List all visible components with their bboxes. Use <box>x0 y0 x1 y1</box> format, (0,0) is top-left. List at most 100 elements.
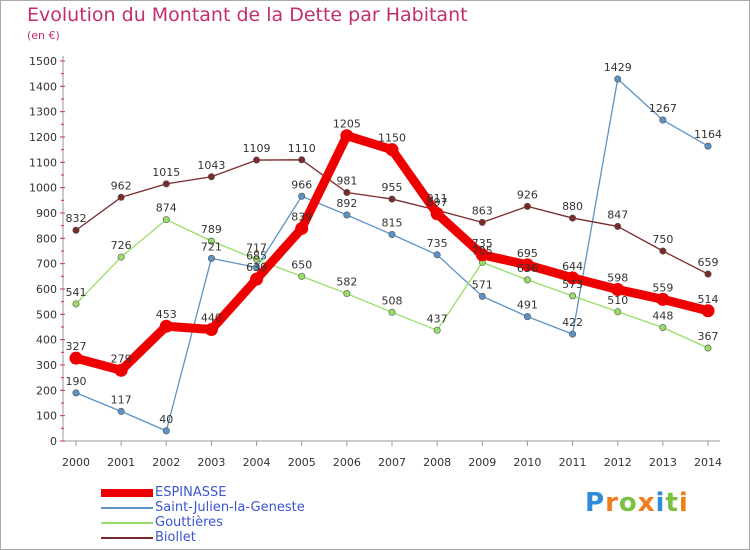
legend-label: Biollet <box>155 530 196 545</box>
data-label-1: 892 <box>336 197 357 210</box>
x-tick-label: 2012 <box>604 456 632 469</box>
x-tick-label: 2001 <box>107 456 135 469</box>
data-label-0: 440 <box>201 312 222 325</box>
series-point-2 <box>704 344 712 352</box>
series-point-1 <box>614 75 622 83</box>
data-label-0: 639 <box>246 261 267 274</box>
data-label-0: 1205 <box>333 118 361 131</box>
legend-item: Saint-Julien-la-Geneste <box>101 500 305 515</box>
series-point-0 <box>295 221 309 235</box>
series-point-0 <box>69 351 83 365</box>
series-point-0 <box>611 283 625 297</box>
series-point-0 <box>204 323 218 337</box>
data-label-3: 911 <box>427 192 448 205</box>
series-point-2 <box>433 326 441 334</box>
legend-swatch <box>101 536 153 539</box>
x-tick-label: 2007 <box>378 456 406 469</box>
x-tick-label: 2004 <box>243 456 271 469</box>
series-point-3 <box>207 173 215 181</box>
x-tick-label: 2011 <box>559 456 587 469</box>
series-point-1 <box>433 251 441 259</box>
data-label-2: 636 <box>517 262 538 275</box>
data-label-2: 789 <box>201 223 222 236</box>
data-label-2: 448 <box>652 310 673 323</box>
data-label-0: 695 <box>517 247 538 260</box>
series-point-0 <box>656 292 670 306</box>
series-point-3 <box>614 222 622 230</box>
data-label-1: 721 <box>201 240 222 253</box>
series-point-2 <box>298 272 306 280</box>
series-point-3 <box>343 188 351 196</box>
data-label-1: 735 <box>427 237 448 250</box>
logo-letter: o <box>618 488 638 518</box>
data-label-2: 717 <box>246 241 267 254</box>
data-label-3: 659 <box>698 256 719 269</box>
series-point-1 <box>162 427 170 435</box>
series-point-0 <box>340 129 354 143</box>
series-point-1 <box>253 263 261 271</box>
series-point-3 <box>478 218 486 226</box>
data-label-1: 40 <box>159 413 173 426</box>
series-point-0 <box>520 258 534 272</box>
data-label-2: 367 <box>698 330 719 343</box>
data-label-3: 750 <box>652 233 673 246</box>
series-point-1 <box>343 211 351 219</box>
legend-label: Gouttières <box>155 515 223 530</box>
data-label-2: 874 <box>156 202 177 215</box>
series-point-2 <box>388 308 396 316</box>
y-tick-label: 1300 <box>29 106 57 119</box>
series-point-0 <box>430 207 444 221</box>
data-label-0: 598 <box>607 272 628 285</box>
y-tick-label: 400 <box>36 334 57 347</box>
data-label-0: 559 <box>652 281 673 294</box>
series-point-0 <box>475 248 489 262</box>
chart-unit: (en €) <box>27 29 60 42</box>
legend-item: ESPINASSE <box>101 485 305 500</box>
x-tick-label: 2005 <box>288 456 316 469</box>
data-label-0: 279 <box>111 352 132 365</box>
x-tick-label: 2010 <box>513 456 541 469</box>
series-point-3 <box>659 247 667 255</box>
y-tick-label: 500 <box>36 308 57 321</box>
series-point-2 <box>207 237 215 245</box>
data-label-3: 1015 <box>152 166 180 179</box>
data-label-0: 1150 <box>378 132 406 145</box>
data-label-0: 735 <box>472 237 493 250</box>
y-tick-label: 600 <box>36 283 57 296</box>
data-label-3: 863 <box>472 204 493 217</box>
y-tick-label: 1100 <box>29 156 57 169</box>
series-point-3 <box>523 202 531 210</box>
data-label-3: 962 <box>111 179 132 192</box>
x-tick-label: 2008 <box>423 456 451 469</box>
legend-label: ESPINASSE <box>155 485 227 500</box>
data-label-2: 650 <box>291 258 312 271</box>
series-point-1 <box>478 292 486 300</box>
proxiti-logo: Proxiti <box>585 488 689 518</box>
logo-letter: t <box>665 488 679 518</box>
series-point-1 <box>659 116 667 124</box>
data-label-1: 422 <box>562 316 583 329</box>
legend-item: Biollet <box>101 530 305 545</box>
logo-letter: r <box>605 488 619 518</box>
data-label-0: 644 <box>562 260 583 273</box>
series-point-0 <box>385 143 399 157</box>
data-label-3: 1109 <box>243 142 271 155</box>
data-label-1: 1164 <box>694 128 722 141</box>
series-point-0 <box>114 363 128 377</box>
series-point-1 <box>117 407 125 415</box>
series-point-2 <box>569 292 577 300</box>
legend-item: Gouttières <box>101 515 305 530</box>
data-label-3: 847 <box>607 208 628 221</box>
y-tick-label: 1000 <box>29 182 57 195</box>
data-label-1: 491 <box>517 299 538 312</box>
data-label-2: 573 <box>562 278 583 291</box>
chart-title: Evolution du Montant de la Dette par Hab… <box>27 4 468 26</box>
data-label-3: 1110 <box>288 142 316 155</box>
data-label-1: 1267 <box>649 102 677 115</box>
data-label-2: 726 <box>111 239 132 252</box>
series-point-3 <box>704 270 712 278</box>
series-point-2 <box>162 216 170 224</box>
y-tick-label: 1500 <box>29 55 57 68</box>
data-label-1: 571 <box>472 278 493 291</box>
